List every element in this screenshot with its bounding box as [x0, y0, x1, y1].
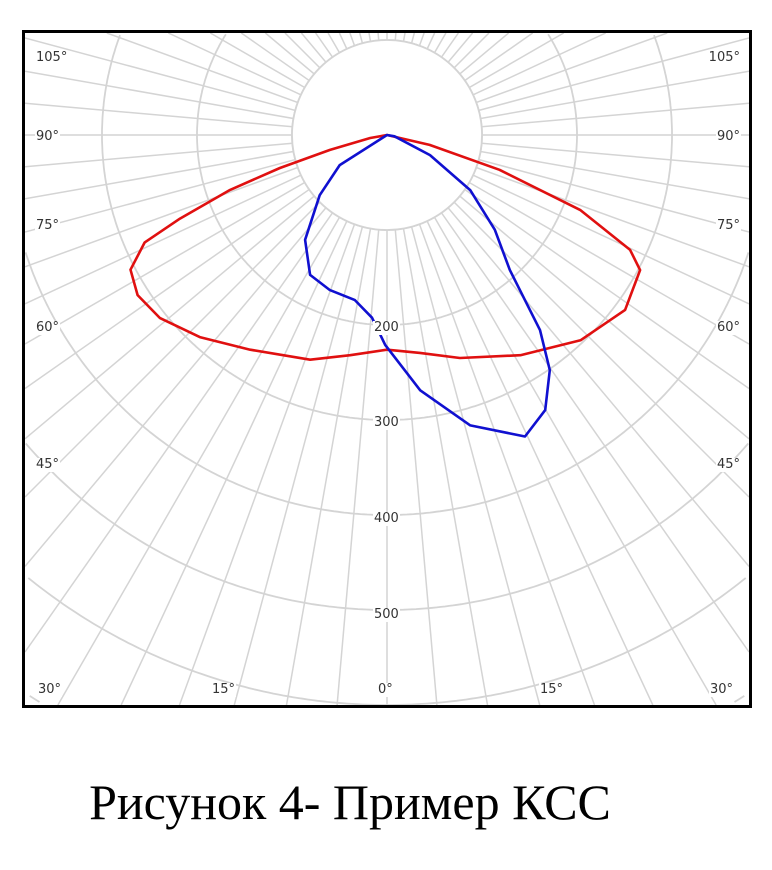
grid-circle	[387, 442, 749, 611]
grid-circle	[387, 34, 673, 421]
radial-label-200: 200	[373, 320, 400, 335]
angle-label-left-105: 105°	[35, 50, 69, 65]
angle-label-bottom-right-30: 30°	[709, 682, 735, 697]
grid-spoke	[57, 134, 388, 705]
polar-plot-svg	[25, 33, 749, 705]
angle-label-left-60: 60°	[35, 320, 61, 335]
grid-spoke	[120, 134, 388, 705]
grid-circle	[196, 33, 387, 326]
angle-label-left-90: 90°	[35, 129, 61, 144]
grid-spoke	[285, 134, 388, 705]
radial-label-300: 300	[373, 415, 400, 430]
angle-label-right-60: 60°	[715, 320, 741, 335]
polar-intensity-chart: 105° 90° 75° 60° 45° 105° 90° 75° 60° 45…	[22, 30, 752, 708]
grid-spoke	[386, 134, 717, 705]
grid-spoke	[386, 134, 596, 705]
grid-circle	[101, 34, 387, 421]
grid-circle	[387, 577, 747, 705]
angle-label-bottom-right-15: 15°	[539, 682, 565, 697]
grid-circle	[387, 252, 749, 516]
angle-label-bottom-0: 0°	[377, 682, 394, 697]
grid-spoke	[178, 134, 388, 705]
grid-spoke	[25, 134, 388, 653]
angle-label-bottom-left-15: 15°	[211, 682, 237, 697]
grid-spoke	[233, 134, 388, 705]
angle-label-right-105: 105°	[707, 50, 741, 65]
angle-label-right-75: 75°	[715, 218, 741, 233]
angle-label-right-90: 90°	[715, 129, 741, 144]
angle-label-bottom-left-30: 30°	[37, 682, 63, 697]
grid-circle	[734, 695, 745, 703]
grid-spoke	[386, 134, 749, 653]
radial-label-400: 400	[373, 511, 400, 526]
figure-caption: Рисунок 4- Пример КСС	[89, 774, 611, 830]
radial-label-500: 500	[373, 607, 400, 622]
grid-spoke	[386, 134, 489, 705]
grid-circle	[29, 695, 40, 703]
grid-circle	[387, 33, 578, 326]
grid-circle	[27, 577, 387, 705]
grid-spoke	[386, 134, 654, 705]
series-curve-plane-1	[129, 133, 642, 361]
angle-label-left-45: 45°	[35, 457, 61, 472]
series-curve-plane-2	[303, 133, 552, 438]
angle-label-right-45: 45°	[715, 457, 741, 472]
grid-circle	[25, 442, 387, 611]
angle-label-left-75: 75°	[35, 218, 61, 233]
